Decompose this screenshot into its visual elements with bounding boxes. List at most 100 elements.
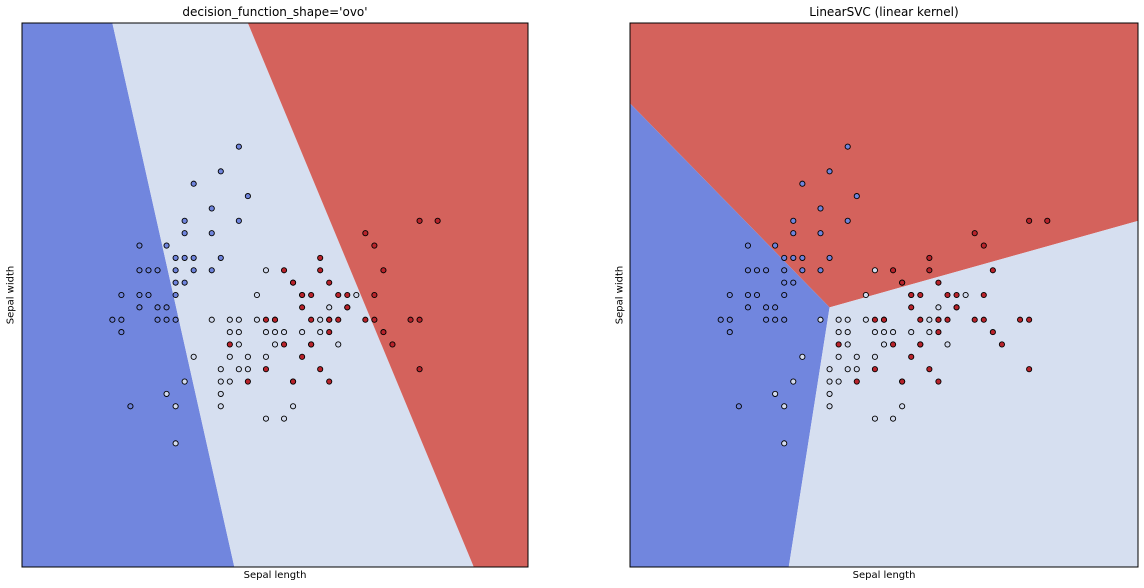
data-point-class-0 bbox=[235, 143, 242, 150]
data-point-class-2 bbox=[280, 341, 288, 348]
data-point-class-2 bbox=[953, 291, 960, 299]
data-point-class-0 bbox=[726, 329, 733, 336]
data-point-class-0 bbox=[172, 291, 179, 299]
data-point-class-1 bbox=[826, 366, 833, 373]
data-point-class-1 bbox=[271, 329, 279, 336]
data-point-class-1 bbox=[290, 403, 297, 410]
data-point-class-1 bbox=[871, 415, 878, 422]
data-point-class-1 bbox=[790, 378, 797, 385]
data-point-class-0 bbox=[790, 279, 797, 286]
data-point-class-1 bbox=[253, 291, 260, 299]
data-point-class-2 bbox=[262, 316, 270, 323]
data-point-class-1 bbox=[226, 353, 233, 360]
plot-frame bbox=[629, 22, 1139, 568]
data-point-class-2 bbox=[271, 316, 279, 323]
data-point-class-2 bbox=[926, 267, 933, 274]
data-point-class-2 bbox=[899, 279, 906, 286]
data-point-class-2 bbox=[290, 378, 297, 385]
data-point-class-0 bbox=[799, 267, 806, 274]
data-point-class-2 bbox=[371, 316, 378, 323]
data-point-class-0 bbox=[817, 205, 824, 212]
data-point-class-1 bbox=[172, 440, 179, 447]
data-point-class-0 bbox=[208, 205, 215, 212]
data-point-class-1 bbox=[835, 329, 842, 336]
data-point-class-1 bbox=[262, 267, 270, 274]
data-point-class-2 bbox=[308, 316, 315, 323]
data-point-class-2 bbox=[416, 316, 423, 323]
data-point-class-0 bbox=[817, 267, 824, 274]
data-point-class-2 bbox=[908, 304, 915, 311]
data-point-class-0 bbox=[190, 254, 197, 261]
data-point-class-2 bbox=[835, 341, 842, 348]
data-point-class-2 bbox=[416, 366, 423, 373]
data-point-class-1 bbox=[781, 440, 788, 447]
data-point-class-0 bbox=[726, 291, 733, 299]
data-point-class-2 bbox=[1017, 316, 1024, 323]
data-point-class-1 bbox=[262, 353, 270, 360]
data-point-class-2 bbox=[380, 329, 387, 336]
data-point-class-2 bbox=[326, 316, 333, 323]
data-point-class-0 bbox=[136, 267, 143, 274]
data-point-class-2 bbox=[980, 291, 987, 299]
data-point-class-2 bbox=[1026, 217, 1033, 224]
data-point-class-0 bbox=[781, 291, 788, 299]
data-point-class-0 bbox=[181, 254, 188, 261]
data-point-class-1 bbox=[235, 329, 242, 336]
data-point-class-0 bbox=[781, 254, 788, 261]
data-point-class-2 bbox=[326, 279, 333, 286]
data-point-class-1 bbox=[280, 415, 288, 422]
data-point-class-2 bbox=[344, 304, 351, 311]
data-point-class-0 bbox=[181, 230, 188, 237]
data-point-class-1 bbox=[353, 291, 360, 299]
data-point-class-2 bbox=[980, 316, 987, 323]
data-point-class-0 bbox=[154, 316, 161, 323]
data-point-class-2 bbox=[335, 291, 342, 299]
data-point-class-0 bbox=[744, 242, 751, 249]
data-point-class-2 bbox=[299, 291, 306, 299]
data-point-class-2 bbox=[317, 267, 324, 274]
data-point-class-0 bbox=[136, 242, 143, 249]
data-point-class-0 bbox=[181, 217, 188, 224]
data-point-class-1 bbox=[844, 316, 851, 323]
data-point-class-1 bbox=[935, 304, 942, 311]
data-point-class-0 bbox=[790, 254, 797, 261]
region-class-0 bbox=[630, 103, 830, 567]
data-point-class-0 bbox=[763, 304, 770, 311]
data-point-class-1 bbox=[826, 403, 833, 410]
data-point-class-2 bbox=[1044, 217, 1051, 224]
data-point-class-1 bbox=[217, 403, 224, 410]
data-point-class-0 bbox=[235, 217, 242, 224]
data-point-class-0 bbox=[790, 217, 797, 224]
data-point-class-0 bbox=[118, 291, 125, 299]
data-point-class-1 bbox=[172, 403, 179, 410]
data-point-class-1 bbox=[317, 329, 324, 336]
data-point-class-0 bbox=[781, 267, 788, 274]
data-point-class-2 bbox=[971, 230, 978, 237]
data-point-class-0 bbox=[744, 267, 751, 274]
data-point-class-0 bbox=[163, 242, 170, 249]
y-axis-label: Sepal width bbox=[5, 265, 17, 325]
data-point-class-1 bbox=[853, 366, 860, 373]
data-point-class-2 bbox=[917, 341, 924, 348]
decision-regions bbox=[22, 23, 528, 567]
data-point-class-1 bbox=[890, 415, 897, 422]
data-point-class-1 bbox=[835, 353, 842, 360]
data-point-class-2 bbox=[935, 279, 942, 286]
data-point-class-0 bbox=[726, 316, 733, 323]
data-point-class-0 bbox=[244, 193, 251, 200]
data-point-class-0 bbox=[799, 254, 806, 261]
data-point-class-1 bbox=[880, 329, 888, 336]
data-point-class-2 bbox=[926, 254, 933, 261]
data-point-class-2 bbox=[917, 291, 924, 299]
data-point-class-1 bbox=[235, 366, 242, 373]
data-point-class-1 bbox=[844, 341, 851, 348]
data-point-class-0 bbox=[172, 316, 179, 323]
data-point-class-0 bbox=[817, 230, 824, 237]
data-point-class-1 bbox=[217, 366, 224, 373]
data-point-class-0 bbox=[109, 316, 116, 323]
data-point-class-0 bbox=[181, 279, 188, 286]
data-point-class-2 bbox=[308, 291, 315, 299]
data-point-class-2 bbox=[371, 291, 378, 299]
data-point-class-1 bbox=[262, 415, 270, 422]
plot-area bbox=[21, 22, 529, 568]
